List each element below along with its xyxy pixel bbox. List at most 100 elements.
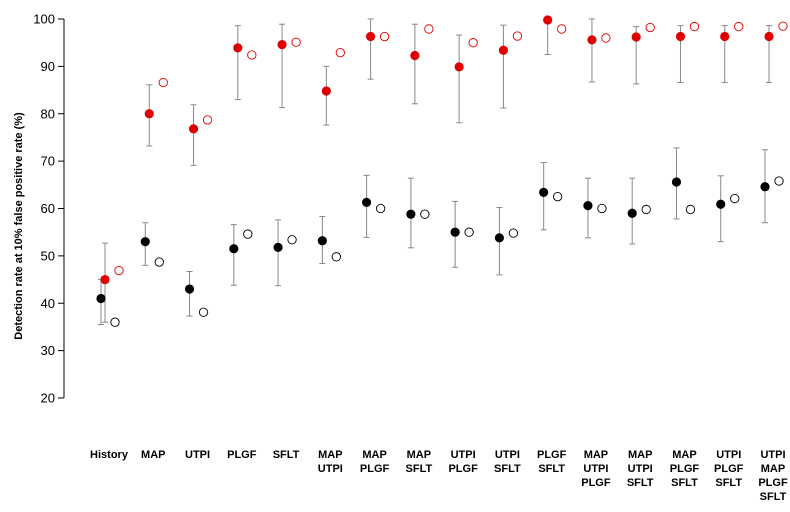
category-label-line: SFLT <box>760 491 787 503</box>
filled-point <box>410 50 420 61</box>
filled-point <box>100 274 110 285</box>
filled-point <box>140 237 150 247</box>
filled-point <box>406 209 416 219</box>
open-point <box>154 257 164 267</box>
category-label-line: PLGF <box>360 463 390 475</box>
category-label-line: PLGF <box>537 449 567 461</box>
category-label: MAP <box>141 449 165 461</box>
filled-point <box>273 242 283 252</box>
category-label-line: PLGF <box>581 477 611 489</box>
category-label-line: History <box>90 449 129 461</box>
category-label-line: MAP <box>761 463 785 475</box>
filled-point <box>277 39 287 50</box>
y-tick-label: 30 <box>41 343 55 358</box>
category-label: MAP UTPI SFLT <box>627 449 654 489</box>
y-tick-label: 90 <box>41 59 55 74</box>
filled-point <box>454 62 464 72</box>
filled-point <box>361 197 372 207</box>
category-label-line: SFLT <box>494 463 521 475</box>
filled-point <box>188 124 199 134</box>
filled-point <box>494 233 504 243</box>
category-label: UTPI <box>185 449 210 461</box>
category-label: PLGF SFLT <box>537 449 567 475</box>
open-point <box>243 229 253 239</box>
open-point <box>512 31 523 41</box>
category-label-line: SFLT <box>627 477 654 489</box>
open-point <box>601 33 611 43</box>
filled-point <box>184 284 195 294</box>
filled-point <box>671 177 682 187</box>
open-point <box>247 50 257 60</box>
filled-point <box>583 201 593 211</box>
category-label: UTPI PLGF SFLT <box>714 449 744 489</box>
filled-point <box>498 45 508 55</box>
error-bars <box>98 18 772 326</box>
category-label: MAP SFLT <box>406 449 433 475</box>
filled-point <box>365 31 376 42</box>
filled-point <box>631 32 641 42</box>
filled-point <box>716 199 726 209</box>
category-label: PLGF <box>227 449 257 461</box>
category-label-line: MAP <box>362 449 386 461</box>
category-label: History <box>90 449 129 461</box>
category-labels: History MAP UTPI PLGF SFLT MAP UTPI MAP PLGF MAP S… <box>90 449 788 503</box>
filled-point <box>321 86 331 96</box>
category-label: UTPI SFLT <box>494 449 521 475</box>
category-label-line: SFLT <box>715 477 742 489</box>
category-label: MAP UTPI <box>318 449 343 475</box>
filled-point <box>764 31 774 42</box>
y-tick-label: 70 <box>41 154 55 169</box>
open-point <box>641 204 651 215</box>
category-label-line: SFLT <box>406 463 433 475</box>
filled-point <box>317 236 327 246</box>
category-label-line: UTPI <box>185 449 210 461</box>
filled-point <box>675 31 686 42</box>
category-label-line: UTPI <box>716 449 741 461</box>
open-point <box>110 317 120 327</box>
open-point <box>335 47 345 58</box>
open-point <box>778 21 788 31</box>
y-tick-label: 50 <box>41 248 55 263</box>
category-label-line: MAP <box>407 449 431 461</box>
filled-point <box>229 244 239 254</box>
open-point <box>685 204 696 215</box>
category-label-line: PLGF <box>227 449 257 461</box>
y-tick-label: 20 <box>41 391 55 406</box>
category-label-line: UTPI <box>451 449 476 461</box>
category-label-line: MAP <box>318 449 342 461</box>
open-point <box>508 228 519 238</box>
y-tick-label: 100 <box>33 12 55 27</box>
filled-point <box>627 208 637 218</box>
filled-point <box>587 35 597 45</box>
filled-point <box>543 15 553 25</box>
open-point <box>730 193 740 204</box>
open-point <box>689 21 700 32</box>
y-tick-label: 80 <box>41 106 55 121</box>
open-point <box>114 265 124 276</box>
open-point <box>557 24 567 34</box>
open-point <box>424 24 434 34</box>
category-label-line: SFLT <box>273 449 300 461</box>
category-label-line: MAP <box>584 449 608 461</box>
category-label-line: PLGF <box>448 463 478 475</box>
category-label-line: SFLT <box>671 477 698 489</box>
filled-point <box>760 182 770 192</box>
open-point <box>464 227 474 237</box>
y-tick-label: 40 <box>41 296 55 311</box>
category-label: UTPI PLGF <box>448 449 478 475</box>
category-label-line: SFLT <box>538 463 565 475</box>
open-point <box>287 235 297 245</box>
category-label: MAP UTPI PLGF <box>581 449 611 489</box>
data-points <box>96 15 788 327</box>
category-label-line: UTPI <box>583 463 608 475</box>
open-point <box>202 115 213 125</box>
open-point <box>468 38 478 48</box>
open-point <box>734 21 744 32</box>
open-point <box>597 203 607 214</box>
category-label-line: PLGF <box>758 477 788 489</box>
category-label-line: MAP <box>672 449 696 461</box>
open-point <box>420 209 430 219</box>
category-label-line: MAP <box>628 449 652 461</box>
